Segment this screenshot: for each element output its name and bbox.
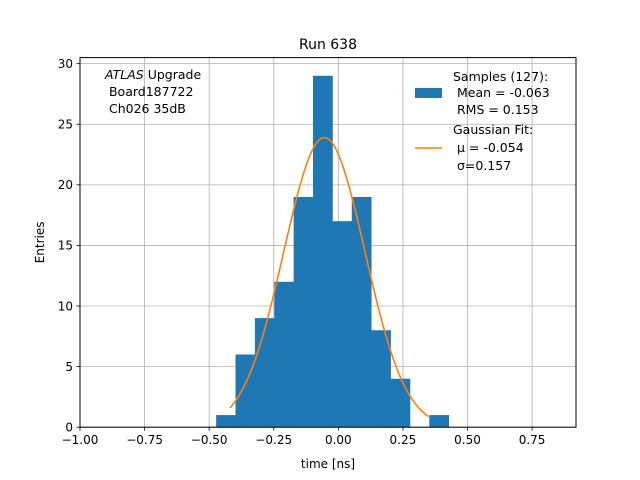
x-axis-label: time [ns] xyxy=(301,457,355,471)
y-axis-ticks: 0 5 10 15 20 25 30 xyxy=(58,57,80,435)
histogram-bar xyxy=(216,415,236,428)
atlas-annotation: ATLAS Upgrade Board187722 Ch026 35dB xyxy=(104,67,201,116)
gaussian-fit xyxy=(229,136,430,418)
y-axis-label: Entries xyxy=(33,222,47,264)
x-tick-label: −1.00 xyxy=(62,433,99,447)
annotation-line-1-rest: Upgrade xyxy=(144,67,202,82)
legend-hist-line-1: Samples (127): xyxy=(453,69,548,84)
y-tick-label: 0 xyxy=(65,421,73,435)
histogram-bar xyxy=(429,415,450,428)
x-tick-label: −0.50 xyxy=(191,433,228,447)
annotation-line-2: Board187722 xyxy=(105,84,193,99)
histogram-bar xyxy=(390,378,411,428)
x-axis-ticks: −1.00 −0.75 −0.50 −0.25 0.00 0.25 0.50 0.75 xyxy=(62,427,546,447)
fit-curve xyxy=(229,136,430,418)
legend-hist-line-2: Mean = -0.063 xyxy=(453,85,550,100)
annotation-line-3: Ch026 35dB xyxy=(105,101,186,116)
legend-fit-line-3: σ=0.157 xyxy=(453,158,511,173)
legend-fit-line-2: μ = -0.054 xyxy=(453,140,524,155)
y-tick-label: 30 xyxy=(58,57,73,71)
histogram-bar xyxy=(254,318,275,428)
histogram-bars xyxy=(216,75,450,428)
x-tick-label: 0.00 xyxy=(325,433,352,447)
histogram-bar xyxy=(351,196,372,428)
annotation-line-1: ATLAS Upgrade xyxy=(104,67,201,82)
annotation-italic: ATLAS xyxy=(104,67,144,82)
y-tick-label: 5 xyxy=(65,360,73,374)
y-tick-label: 20 xyxy=(58,178,73,192)
legend-fit-line-1: Gaussian Fit: xyxy=(453,122,533,137)
y-tick-label: 10 xyxy=(58,299,73,313)
chart-title: Run 638 xyxy=(299,37,357,53)
y-tick-label: 15 xyxy=(58,239,73,253)
legend: Samples (127): Mean = -0.063 RMS = 0.153… xyxy=(415,69,550,173)
histogram-bar xyxy=(371,330,391,428)
legend-hist-swatch xyxy=(415,88,442,98)
histogram-bar xyxy=(293,196,314,428)
legend-hist-line-3: RMS = 0.153 xyxy=(453,102,539,117)
histogram-bar xyxy=(274,281,295,428)
y-tick-label: 25 xyxy=(58,118,73,132)
x-tick-label: 0.75 xyxy=(519,433,546,447)
x-tick-label: −0.25 xyxy=(255,433,292,447)
histogram-bar xyxy=(332,221,353,428)
histogram-bar xyxy=(313,75,333,428)
x-tick-label: 0.50 xyxy=(454,433,481,447)
x-tick-label: −0.75 xyxy=(126,433,163,447)
x-tick-label: 0.25 xyxy=(390,433,417,447)
plot-frame xyxy=(79,57,577,428)
